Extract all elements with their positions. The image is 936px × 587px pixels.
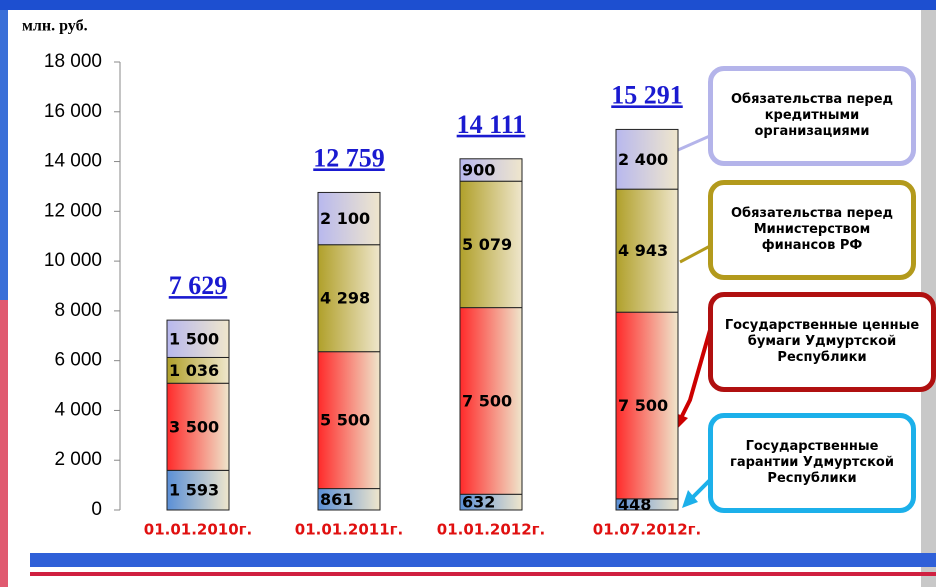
arrow xyxy=(677,133,713,152)
legend-entry: Обязательства перед кредитными организац… xyxy=(708,66,916,166)
x-tick-label: 01.01.2011г. xyxy=(295,521,403,539)
y-tick-label: 10 000 xyxy=(44,250,102,271)
y-tick-label: 12 000 xyxy=(44,200,102,221)
y-tick-label: 0 xyxy=(91,499,102,520)
y-tick-label: 16 000 xyxy=(44,101,102,122)
x-tick-label: 01.01.2010г. xyxy=(144,521,252,539)
arrow-head xyxy=(682,490,698,508)
data-label: 3 500 xyxy=(169,417,219,436)
data-label: 448 xyxy=(618,495,651,514)
bar-segment xyxy=(166,319,230,358)
y-tick-label: 6 000 xyxy=(54,350,102,371)
x-tick-label: 01.01.2012г. xyxy=(437,521,545,539)
legend-entry: Государственные гарантии Удмуртской Респ… xyxy=(708,413,916,513)
bar-segment xyxy=(459,158,523,182)
bar-segment xyxy=(317,191,381,246)
data-label: 2 100 xyxy=(320,209,370,228)
bar-segment xyxy=(459,180,523,309)
y-tick-label: 2 000 xyxy=(54,449,102,470)
data-label: 4 298 xyxy=(320,289,370,308)
data-label: 7 500 xyxy=(462,391,512,410)
y-tick-label: 14 000 xyxy=(44,151,102,172)
data-label: 7 500 xyxy=(618,396,668,415)
bar-segment xyxy=(615,128,679,190)
bar-segment xyxy=(317,244,381,353)
left-stripe xyxy=(0,0,8,587)
legend-entry: Государственные ценные бумаги Удмуртской… xyxy=(708,292,936,392)
data-label: 1 500 xyxy=(169,329,219,348)
data-label: 632 xyxy=(462,493,495,512)
bar-segment xyxy=(166,469,230,511)
data-label: 5 500 xyxy=(320,411,370,430)
data-label: 861 xyxy=(320,490,353,509)
total-label: 14 111 xyxy=(457,110,526,139)
bar-segment xyxy=(166,356,230,384)
bottom-band xyxy=(30,553,936,567)
bar-segment xyxy=(615,188,679,313)
bar-segment xyxy=(615,311,679,500)
y-tick-label: 8 000 xyxy=(54,300,102,321)
data-label: 4 943 xyxy=(618,241,668,260)
data-label: 5 079 xyxy=(462,235,512,254)
bar-segment xyxy=(317,351,381,490)
arrow xyxy=(679,243,713,264)
data-label: 900 xyxy=(462,160,495,179)
total-label: 7 629 xyxy=(169,271,228,300)
left-stripe-red xyxy=(0,300,8,587)
data-label: 1 036 xyxy=(169,361,219,380)
x-tick-label: 01.07.2012г. xyxy=(593,521,701,539)
data-label: 2 400 xyxy=(618,150,668,169)
total-label: 12 759 xyxy=(313,143,385,172)
bottom-line xyxy=(30,572,936,576)
total-label: 15 291 xyxy=(611,80,683,109)
y-tick-label: 4 000 xyxy=(54,399,102,420)
legend-entry: Обязательства перед Министерством финанс… xyxy=(708,180,916,280)
top-band xyxy=(0,0,936,10)
bar-segment xyxy=(459,307,523,495)
unit-label: млн. руб. xyxy=(22,18,88,35)
data-label: 1 593 xyxy=(169,481,219,500)
y-tick-label: 18 000 xyxy=(44,51,102,72)
